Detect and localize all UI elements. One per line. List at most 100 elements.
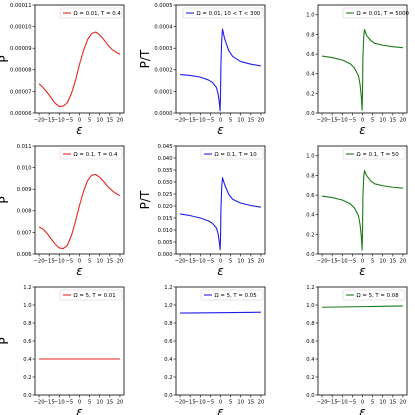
- x-tick-label: −5: [207, 118, 215, 124]
- y-tick-label: 0.00006: [10, 111, 31, 117]
- y-tick-label: 0.8: [164, 321, 172, 327]
- y-tick-label: 0.010: [158, 228, 173, 234]
- y-tick-label: 0.040: [158, 156, 173, 162]
- y-tick-label: 0.008: [17, 209, 32, 215]
- axes-frame: [34, 145, 125, 255]
- x-tick-label: −10: [54, 400, 65, 406]
- x-axis-label: ε: [359, 405, 366, 415]
- x-tick-label: 5: [88, 118, 91, 124]
- series-line: [180, 28, 262, 112]
- y-tick-label: 0.6: [306, 339, 314, 345]
- x-tick-label: −15: [185, 259, 196, 265]
- x-axis-label: ε: [76, 405, 83, 415]
- y-tick-label: 0.00007: [10, 89, 31, 95]
- x-tick-label: 15: [248, 259, 255, 265]
- subplot-2: −20 −15 −10 −5 0 5 10 15 20 0.0000 0.0001 0.0002 0.0…: [138, 3, 266, 137]
- legend-label: Ω = 0.1, T = 50: [357, 152, 400, 158]
- x-tick-label: 0: [361, 118, 364, 124]
- legend-label: Ω = 5, T = 0.05: [215, 293, 257, 299]
- y-tick-label: 0.0001: [154, 89, 172, 95]
- y-tick-label: 0.0: [164, 393, 172, 399]
- x-tick-label: 20: [258, 259, 265, 265]
- series-line: [321, 28, 404, 111]
- x-tick-label: 10: [237, 400, 244, 406]
- series-line: [322, 305, 403, 308]
- x-axis-label: ε: [359, 123, 366, 137]
- series-line: [179, 177, 262, 251]
- y-axis-label: P: [0, 55, 11, 62]
- x-tick-label: −5: [349, 118, 357, 124]
- x-tick-label: 15: [107, 118, 114, 124]
- y-tick-label: 0.0: [23, 393, 31, 399]
- legend-box: [59, 289, 123, 301]
- y-tick-label: 0.045: [158, 144, 173, 150]
- y-tick-label: 0.2: [306, 91, 314, 97]
- x-tick-label: 20: [400, 259, 407, 265]
- y-tick-label: 1.2: [23, 285, 31, 291]
- y-axis-label: P: [0, 196, 11, 203]
- series-line: [38, 31, 121, 108]
- x-tick-label: 10: [96, 118, 103, 124]
- y-tick-label: 0.010: [17, 166, 32, 172]
- subplot-9: −20 −15 −10 −5 0 5 10 15 20 0.0 0.2 0.4 0.6 0.8 1.0 1.2…: [306, 285, 408, 415]
- x-tick-label: −20: [317, 400, 328, 406]
- x-tick-label: −10: [54, 118, 65, 124]
- y-tick-label: 1.2: [164, 285, 172, 291]
- x-tick-label: 5: [229, 259, 232, 265]
- axes-frame: [34, 4, 125, 114]
- legend-label: Ω = 0.01, T = 0.4: [74, 11, 122, 17]
- axes-frame: [317, 286, 408, 396]
- y-tick-label: 0.4: [164, 357, 173, 363]
- x-tick-label: 20: [258, 400, 265, 406]
- x-axis-label: ε: [217, 264, 224, 278]
- y-tick-label: 0.6: [306, 193, 314, 199]
- x-tick-label: 15: [107, 259, 114, 265]
- x-tick-label: −20: [34, 118, 45, 124]
- y-tick-label: 1.0: [306, 154, 314, 160]
- x-tick-label: 20: [117, 259, 124, 265]
- x-tick-label: −15: [44, 259, 55, 265]
- x-tick-label: −5: [207, 400, 215, 406]
- x-axis-label: ε: [76, 264, 83, 278]
- y-tick-label: 0.6: [23, 339, 31, 345]
- subplot-5: −20 −15 −10 −5 0 5 10 15 20 0.000 0.005 0.010 0.015 0…: [138, 144, 266, 278]
- x-tick-label: −15: [327, 259, 338, 265]
- x-tick-label: 5: [88, 400, 91, 406]
- y-axis-label: P: [0, 337, 11, 344]
- subplot-6: −20 −15 −10 −5 0 5 10 15 20 0.0 0.2 0.4 0.6 0.8 1.0 ε Ω …: [306, 145, 408, 278]
- x-tick-label: −5: [207, 259, 215, 265]
- x-tick-label: −5: [66, 259, 74, 265]
- y-tick-label: 0.8: [306, 321, 314, 327]
- legend-box: [182, 7, 264, 19]
- y-tick-label: 0.000: [158, 252, 173, 258]
- y-tick-label: 0.4: [306, 357, 315, 363]
- x-axis-label: ε: [217, 123, 224, 137]
- x-tick-label: 20: [400, 118, 407, 124]
- x-tick-label: 0: [361, 259, 364, 265]
- x-tick-label: 10: [379, 259, 386, 265]
- y-tick-label: 0.2: [306, 232, 314, 238]
- y-tick-label: 0.0: [306, 252, 314, 258]
- x-tick-label: −15: [185, 118, 196, 124]
- x-tick-label: −20: [175, 118, 186, 124]
- y-tick-label: 1.2: [306, 285, 314, 291]
- y-axis-label: P/T: [138, 49, 152, 68]
- x-tick-label: 0: [219, 400, 222, 406]
- y-tick-label: 0.035: [158, 168, 173, 174]
- x-tick-label: −20: [317, 259, 328, 265]
- y-tick-label: 0.006: [17, 252, 32, 258]
- x-tick-label: 5: [229, 118, 232, 124]
- x-tick-label: 15: [248, 400, 255, 406]
- y-tick-label: 0.0: [306, 393, 314, 399]
- x-tick-label: 15: [390, 118, 397, 124]
- x-tick-label: 10: [96, 259, 103, 265]
- series-line: [321, 170, 404, 251]
- x-tick-label: 20: [117, 118, 124, 124]
- legend-box: [342, 148, 406, 160]
- y-tick-label: 0.0004: [154, 25, 173, 31]
- legend-label: Ω = 0.01, T = 5000: [357, 11, 410, 17]
- x-tick-label: 10: [379, 400, 386, 406]
- x-tick-label: −20: [175, 259, 186, 265]
- y-tick-label: 0.0: [306, 111, 314, 117]
- subplot-3: −20 −15 −10 −5 0 5 10 15 20 0.0 0.2 0.4 0.6 0.8 1.0 ε Ω …: [306, 4, 410, 137]
